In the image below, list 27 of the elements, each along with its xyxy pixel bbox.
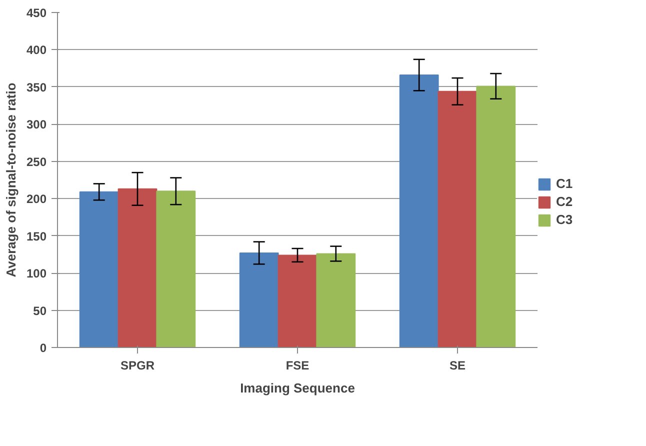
bar [399,74,439,348]
y-tick-label: 100 [26,266,47,281]
bar [156,190,196,348]
y-tick-label: 50 [33,304,47,318]
bar [79,191,119,348]
x-axis-title: Imaging Sequence [240,380,355,396]
bar [118,188,158,348]
y-tick-label: 350 [26,80,47,94]
legend-label: C2 [556,194,574,209]
legend-label: C3 [556,212,574,227]
y-tick-label: 400 [26,43,47,58]
bar [316,253,356,348]
y-tick-label: 150 [26,229,47,244]
x-tick-label: SPGR [120,358,155,372]
y-tick-label: 250 [26,154,47,169]
x-tick-label: FSE [286,358,310,372]
bar [476,86,516,348]
y-tick-label: 300 [26,118,47,132]
y-tick-label: 0 [40,341,47,355]
bar [438,90,478,348]
y-axis-title: Average of signal-to-noise ratio [3,82,18,278]
y-tick-label: 450 [26,6,47,20]
x-tick-label: SE [449,358,466,372]
bar [239,252,279,348]
legend-label: C1 [556,176,574,191]
bar [278,254,318,348]
y-tick-label: 200 [26,192,47,206]
